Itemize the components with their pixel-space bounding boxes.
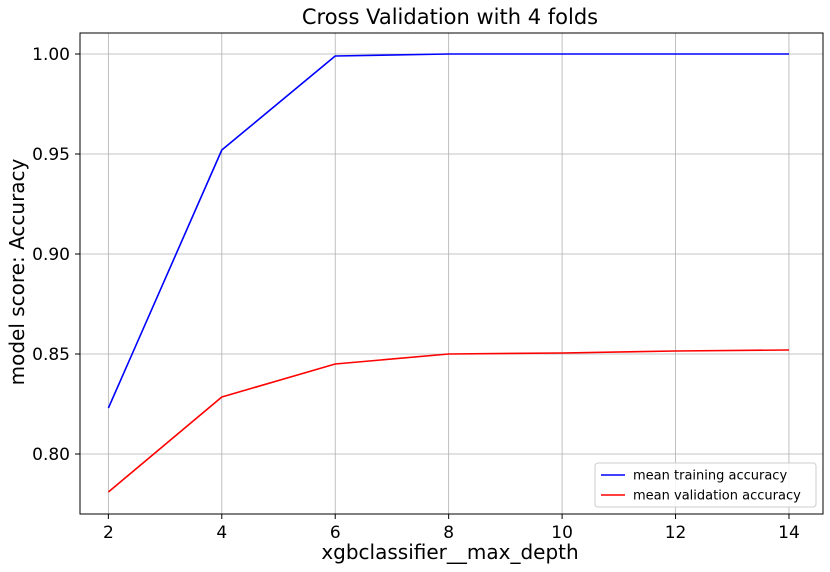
series-line-validation xyxy=(107,349,790,493)
series-lines xyxy=(107,53,790,493)
legend: mean training accuracy mean validation ac… xyxy=(594,462,817,508)
x-tick-label: 4 xyxy=(216,523,227,543)
y-tick-label: 0.95 xyxy=(32,145,70,165)
x-tick-label: 6 xyxy=(330,523,341,543)
x-tick-label: 8 xyxy=(443,523,454,543)
y-axis-label: model score: Accuracy xyxy=(5,158,29,385)
legend-label: mean training accuracy xyxy=(633,469,787,484)
grid xyxy=(80,33,823,514)
legend-label: mean validation accuracy xyxy=(633,489,801,504)
x-tick-label: 10 xyxy=(551,523,573,543)
y-tick-label: 0.90 xyxy=(32,245,70,265)
y-tick-label: 0.80 xyxy=(32,445,70,465)
x-tick-label: 12 xyxy=(665,523,687,543)
x-tick-label: 2 xyxy=(103,523,114,543)
y-tick-label: 0.85 xyxy=(32,345,70,365)
legend-box xyxy=(594,462,817,508)
x-tick-label: 14 xyxy=(778,523,800,543)
series-line-training xyxy=(107,53,789,409)
y-tick-label: 1.00 xyxy=(32,45,70,65)
chart-title: Cross Validation with 4 folds xyxy=(302,5,598,29)
plot-frame xyxy=(79,32,824,515)
x-axis-label: xgbclassifier__max_depth xyxy=(321,540,578,564)
axis-ticks: 2 4 6 8 10 12 14 0.80 0.85 0.90 0.95 1.00 xyxy=(32,45,800,543)
